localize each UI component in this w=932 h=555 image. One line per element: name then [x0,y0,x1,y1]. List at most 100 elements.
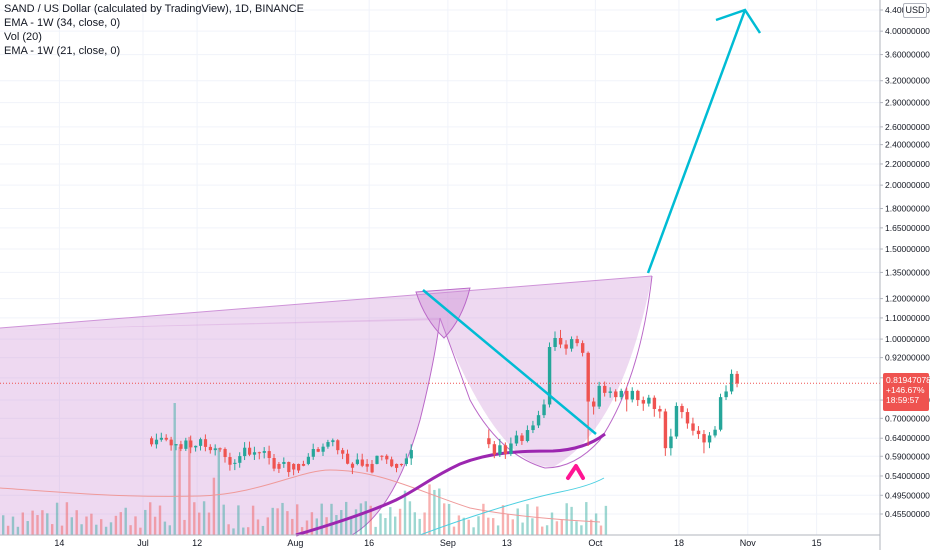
volume-bar [80,524,83,535]
volume-bar [247,527,250,535]
candle [301,463,306,466]
descending-trendline [422,289,597,435]
cup-and-handle-pattern [0,0,880,536]
candle [257,452,261,454]
volume-bar [109,522,113,535]
candle [365,463,369,467]
volume-bar [462,517,465,535]
candle [370,463,374,473]
ema34-legend[interactable]: EMA - 1W (34, close, 0) [4,17,121,29]
candle [564,344,568,349]
volume-bar [95,524,98,535]
volume-bar [46,513,49,535]
volume-bar [418,518,421,535]
volume-bar [482,503,485,535]
candle [553,337,557,348]
volume-legend[interactable]: Vol (20) [4,31,42,43]
price-tick-label: 1.50000000 [885,244,930,254]
candle [194,445,198,448]
candle [718,397,723,430]
volume-bar [2,515,5,535]
candle [514,435,519,444]
volume-bar [398,508,402,535]
cup-left-curve [351,317,441,536]
candle [658,408,662,412]
volume-bar [222,504,225,535]
candle [238,456,242,463]
chart-legend: SAND / US Dollar (calculated by TradingV… [4,2,304,58]
volume-bar [212,477,216,535]
candle [724,391,728,398]
volume-bar [570,506,573,535]
candle [341,450,345,454]
candle [189,440,193,448]
volume-bar [75,510,78,535]
candle [184,440,188,449]
candle [487,438,491,445]
volume-bar [65,502,69,535]
volume-bar [555,521,559,535]
candle [691,423,695,431]
volume-bar [144,509,147,535]
ema21-legend[interactable]: EMA - 1W (21, close, 0) [4,45,121,57]
candle [663,411,668,449]
volume-bar [100,519,103,535]
volume-bar [526,504,529,535]
volume-bar [340,510,343,535]
volume-bar [305,520,309,535]
candle [292,463,296,470]
volume-bar [300,527,304,535]
candle [331,440,335,443]
price-axis: 4.400000004.000000003.600000003.20000000… [879,0,932,550]
volume-bar [501,505,505,535]
volume-bar [545,525,549,535]
time-tick-label: Sep [440,538,456,548]
volume-bar [447,503,451,535]
currency-button[interactable]: USD [903,3,927,18]
candle [179,444,183,449]
price-tick-label: 2.90000000 [885,98,930,108]
last-price-value: 0.81947078 [886,375,931,385]
volume-bar [560,520,563,535]
candle [159,437,163,440]
volume-bar [369,505,372,535]
volume-bar [438,488,441,535]
volume-bar [256,519,260,535]
symbol-title[interactable]: SAND / US Dollar (calculated by TradingV… [4,3,304,15]
volume-bar [580,525,583,535]
candle [636,390,640,401]
candle [713,429,717,436]
ema34-line [0,469,601,523]
price-tick-label: 1.20000000 [885,294,930,304]
candle [203,439,208,447]
candle [536,415,541,426]
volume-bar [506,513,510,535]
volume-bar [198,512,201,535]
candle [390,459,394,467]
candle [218,448,222,450]
axis-bg [880,0,932,550]
volume-bar [129,525,132,535]
candle [592,401,596,407]
volume-bar [354,509,358,535]
volume-bar [271,507,274,535]
pink-up-arrow [566,464,585,480]
candle [647,397,651,404]
candle [228,457,232,465]
price-tick-label: 1.80000000 [885,204,930,214]
candle [680,405,684,413]
volume-bar [26,521,29,535]
candle [542,404,546,416]
annotation-drawings [0,8,880,480]
volume-bar [85,516,88,535]
volume-bar [41,510,44,535]
candle [326,442,330,447]
volume-bar [31,510,34,535]
candle [707,435,712,443]
candle [287,461,291,473]
volume-bar [70,517,73,535]
candle [399,463,404,466]
candle [409,450,413,459]
